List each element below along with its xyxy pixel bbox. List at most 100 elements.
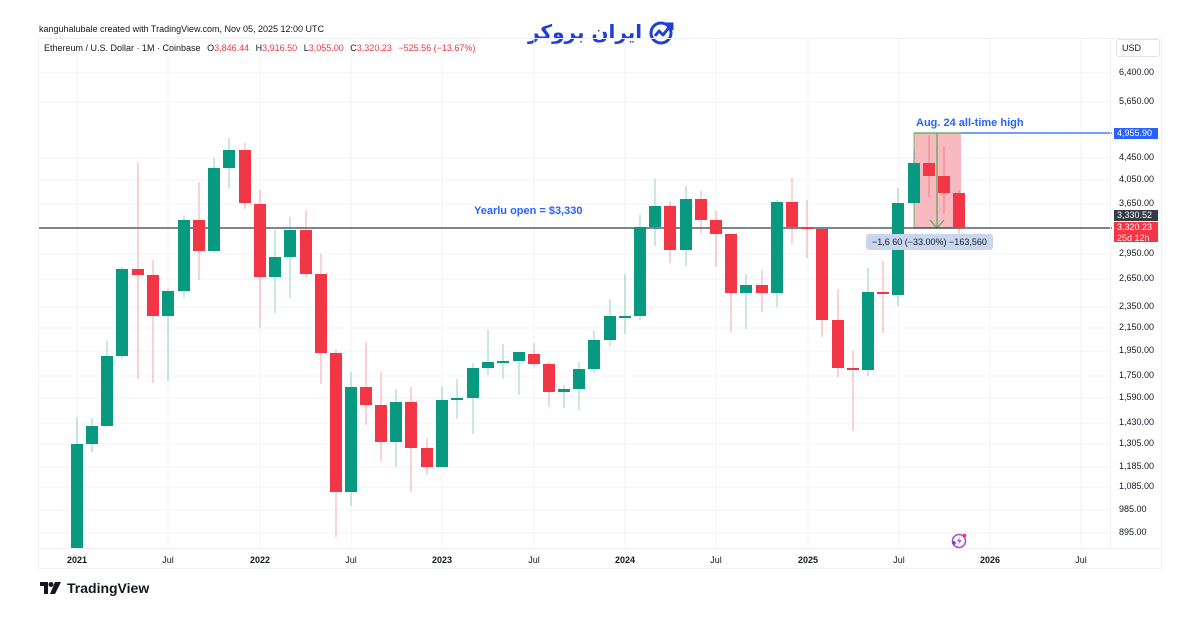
candle-body — [345, 387, 357, 492]
chart-growth-icon — [649, 21, 674, 45]
yearly-open-annotation[interactable]: Yearlu open = $3,330 — [474, 205, 583, 217]
time-tick: Jul — [1075, 555, 1087, 565]
candle-body — [573, 369, 585, 389]
candle-body — [634, 227, 646, 316]
candle-body — [756, 285, 768, 293]
tradingview-logo[interactable]: TradingView — [40, 580, 149, 596]
price-tick: 985.00 — [1119, 504, 1147, 514]
chart-pane[interactable] — [38, 38, 1162, 569]
bar-countdown: 25d 12h — [1117, 233, 1150, 243]
candle-body — [543, 364, 555, 392]
price-range-measure-label: −1,6 60 (−33.00%) −163,560 — [866, 234, 993, 250]
time-tick: 2025 — [797, 555, 819, 565]
time-tick: Jul — [710, 555, 722, 565]
price-tick: 4,450.00 — [1119, 152, 1155, 162]
candle-body — [254, 204, 266, 277]
yearly-open-price-tag: 3,330.52 — [1114, 210, 1158, 221]
candle-body — [300, 230, 312, 274]
candle-body — [482, 362, 494, 368]
price-tick: 1,185.00 — [1119, 461, 1155, 471]
time-tick: 2023 — [431, 555, 453, 565]
candle-body — [786, 202, 798, 227]
legend-change: −525.56 (−13.67%) — [398, 43, 476, 53]
price-tick: 2,650.00 — [1119, 273, 1155, 283]
candle-body — [771, 202, 783, 293]
candle-body — [604, 316, 616, 340]
candle-body — [375, 405, 387, 442]
candle-body — [360, 387, 372, 405]
price-tick: 4,050.00 — [1119, 174, 1155, 184]
price-tick: 2,150.00 — [1119, 322, 1155, 332]
currency-button[interactable]: USD — [1116, 39, 1160, 57]
time-tick: Jul — [893, 555, 905, 565]
candle-body — [740, 285, 752, 293]
candle-body — [497, 361, 509, 363]
candle-body — [467, 368, 479, 398]
candle-body — [801, 227, 813, 229]
candle-body — [558, 389, 570, 392]
price-tick: 5,650.00 — [1119, 96, 1155, 106]
candle-body — [147, 275, 159, 316]
time-tick: Jul — [345, 555, 357, 565]
candle-body — [862, 292, 874, 370]
time-tick: Jul — [528, 555, 540, 565]
candle-body — [405, 402, 417, 448]
candle-body — [451, 398, 463, 400]
price-tick: 3,650.00 — [1119, 198, 1155, 208]
time-tick: 2026 — [979, 555, 1001, 565]
price-tick: 895.00 — [1119, 527, 1147, 537]
legend-high: 3,916.50 — [262, 43, 298, 53]
symbol-title: Ethereum / U.S. Dollar · 1M · Coinbase — [44, 43, 201, 53]
candle-body — [528, 354, 540, 364]
price-tick: 1,590.00 — [1119, 392, 1155, 402]
price-tick: 2,350.00 — [1119, 301, 1155, 311]
created-by-note: kanguhalubale created with TradingView.c… — [39, 24, 325, 34]
candle-body — [680, 199, 692, 250]
price-tick: 1,305.00 — [1119, 438, 1155, 448]
ath-annotation[interactable]: Aug. 24 all-time high — [916, 117, 1024, 129]
price-tick: 1,085.00 — [1119, 481, 1155, 491]
time-tick: 2021 — [66, 555, 88, 565]
candle-body — [132, 269, 144, 275]
candle-body — [588, 340, 600, 369]
price-tick: 1,750.00 — [1119, 370, 1155, 380]
price-tick: 6,400.00 — [1119, 67, 1155, 77]
candle-body — [162, 291, 174, 316]
candle-body — [315, 274, 327, 353]
candle-body — [908, 163, 920, 203]
price-scale[interactable] — [1110, 38, 1162, 548]
time-tick: 2024 — [614, 555, 636, 565]
legend-open: 3,846.44 — [214, 43, 250, 53]
price-tick: 2,950.00 — [1119, 248, 1155, 258]
candle-body — [695, 199, 707, 220]
candle-body — [239, 150, 251, 203]
time-axis-line — [38, 548, 1162, 549]
candle-body — [725, 234, 737, 293]
candle-body — [710, 220, 722, 234]
candle-body — [421, 448, 433, 467]
candle-body — [116, 269, 128, 356]
candle-body — [664, 206, 676, 250]
ath-price-tag: 4,955.90 — [1114, 128, 1158, 139]
candle-body — [847, 368, 859, 370]
candle-body — [193, 220, 205, 251]
tradingview-brand: TradingView — [67, 580, 150, 596]
candle-body — [649, 206, 661, 227]
candle-body — [938, 176, 950, 193]
candle-body — [208, 168, 220, 251]
price-tick: 1,950.00 — [1119, 345, 1155, 355]
price-tick: 1,430.00 — [1119, 417, 1155, 427]
ai-assistant-icon[interactable] — [949, 531, 969, 551]
candle-body — [816, 229, 828, 320]
candle-body — [436, 400, 448, 467]
candle-body — [223, 150, 235, 168]
candle-body — [101, 356, 113, 426]
legend-low: 3,055.00 — [308, 43, 344, 53]
last-price-tag: 3,320.23 25d 12h — [1114, 222, 1158, 243]
tradingview-logo-icon — [40, 582, 61, 594]
brand-logo: ایران بروکر — [528, 18, 676, 46]
legend-close: 3,320.23 — [356, 43, 392, 53]
candle-body — [390, 402, 402, 442]
candle-body — [953, 193, 965, 228]
